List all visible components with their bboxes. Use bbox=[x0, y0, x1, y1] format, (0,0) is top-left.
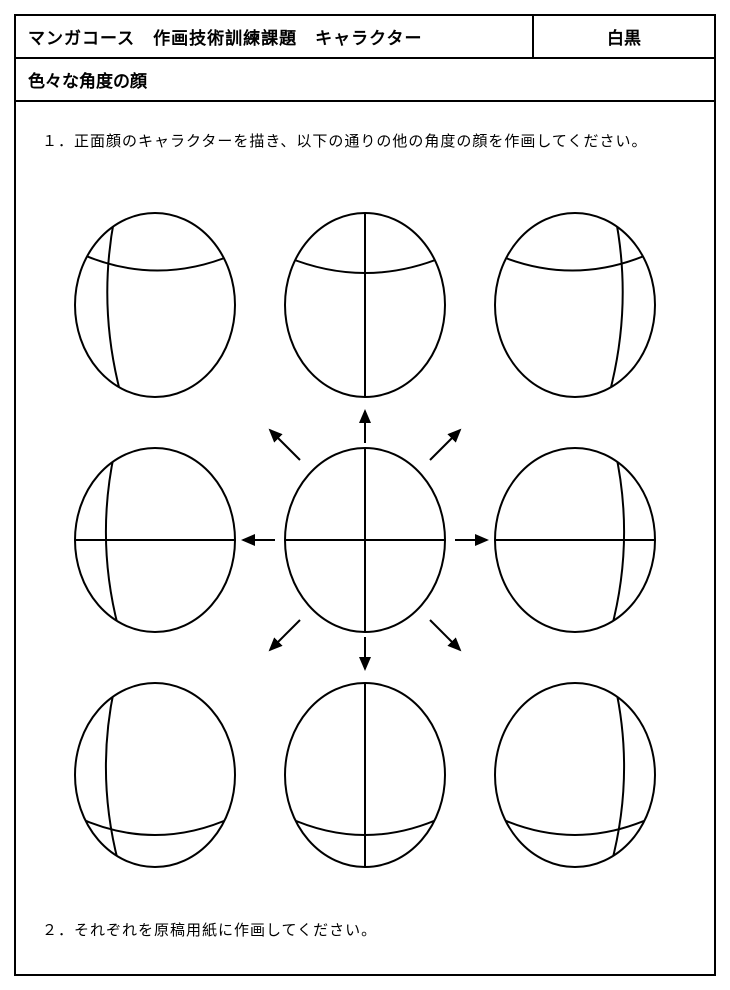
instruction-1: １．正面顔のキャラクターを描き、以下の通りの他の角度の顔を作画してください。 bbox=[42, 130, 688, 151]
content-area: １．正面顔のキャラクターを描き、以下の通りの他の角度の顔を作画してください。 ２… bbox=[16, 102, 714, 974]
head-bot-right bbox=[495, 683, 655, 867]
worksheet-page: マンガコース 作画技術訓練課題 キャラクター 白黒 色々な角度の顔 １．正面顔の… bbox=[14, 14, 716, 976]
header-row: マンガコース 作画技術訓練課題 キャラクター 白黒 bbox=[16, 16, 714, 59]
head-top-center bbox=[285, 213, 445, 397]
head-bot-left bbox=[75, 683, 235, 867]
header-course: マンガコース 作画技術訓練課題 キャラクター bbox=[16, 16, 534, 57]
instruction-2: ２．それぞれを原稿用紙に作画してください。 bbox=[42, 919, 688, 940]
subtitle: 色々な角度の顔 bbox=[16, 59, 714, 102]
head-mid-center bbox=[285, 448, 445, 632]
direction-arrow-7 bbox=[430, 620, 460, 650]
angles-diagram bbox=[45, 195, 685, 885]
header-mode: 白黒 bbox=[534, 16, 714, 57]
head-mid-left bbox=[75, 448, 235, 632]
direction-arrow-0 bbox=[270, 430, 300, 460]
head-bot-center bbox=[285, 683, 445, 867]
direction-arrow-2 bbox=[430, 430, 460, 460]
head-top-left bbox=[75, 213, 235, 397]
head-top-right bbox=[495, 213, 655, 397]
head-mid-right bbox=[495, 448, 655, 632]
direction-arrow-5 bbox=[270, 620, 300, 650]
